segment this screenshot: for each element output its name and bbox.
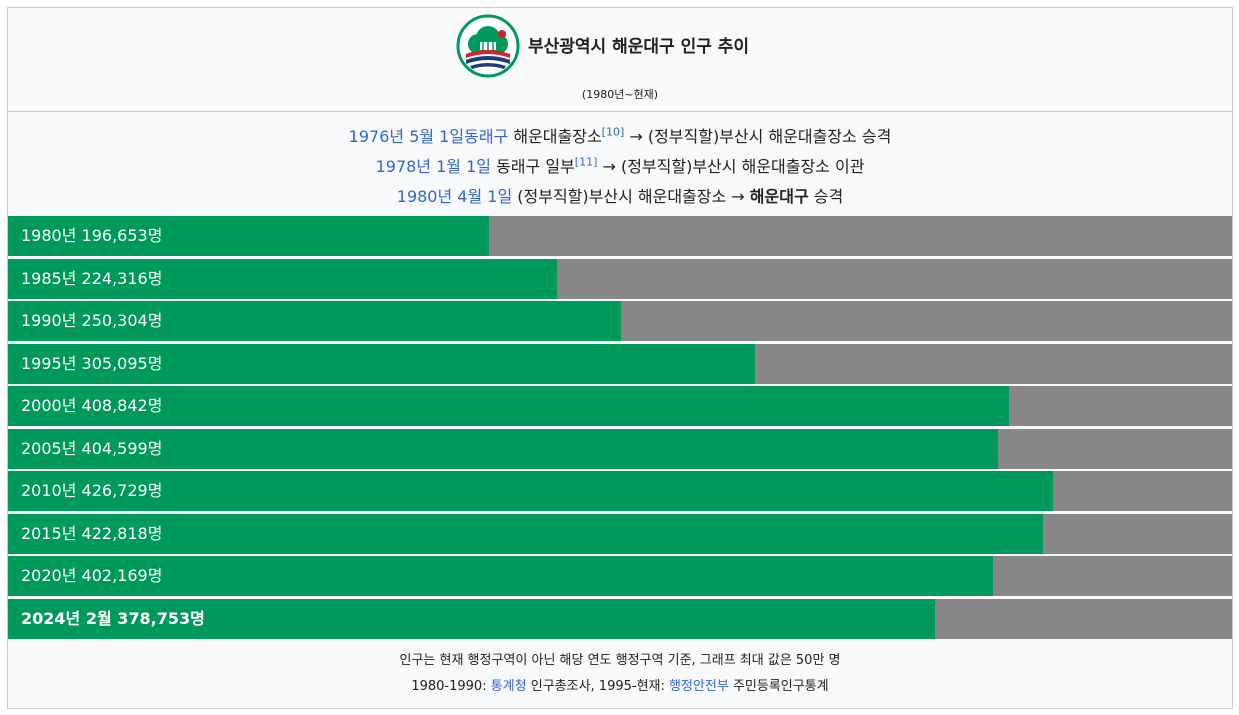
history-text: 동래구 일부 — [491, 157, 575, 176]
history-line: 1976년 5월 1일동래구 해운대출장소[10] → (정부직할)부산시 해운… — [8, 122, 1232, 152]
bar-row: 1990년 250,304명 — [8, 301, 1232, 341]
bar-label: 2000년 408,842명 — [21, 396, 163, 415]
bar — [8, 513, 1044, 554]
history-text: 승격 — [808, 187, 844, 206]
district-emblem-icon — [456, 14, 520, 78]
history-line: 1978년 1월 1일 동래구 일부[11] → (정부직할)부산시 해운대출장… — [8, 152, 1232, 182]
history-date-link[interactable]: 1978년 1월 1일 — [375, 157, 491, 176]
bar-label: 2015년 422,818명 — [21, 523, 163, 543]
bar-row: 1980년 196,653명 — [8, 216, 1232, 256]
bar-label: 1990년 250,304명 — [21, 311, 163, 330]
history-text: → (정부직할)부산시 해운대출장소 이관 — [597, 157, 865, 176]
bar-label: 2024년 2월 378,753명 — [21, 608, 205, 628]
bar-row: 2024년 2월 378,753명 — [8, 598, 1232, 639]
bar — [8, 343, 755, 384]
bar-label: 1995년 305,095명 — [21, 353, 163, 373]
footer-source: 1980-1990: 통계청 인구총조사, 1995-현재: 행정안전부 주민등… — [8, 674, 1232, 700]
bar — [8, 598, 936, 639]
bar — [8, 556, 993, 596]
bar-row: 2005년 404,599명 — [8, 428, 1232, 469]
chart-footer: 인구는 현재 행정구역이 아닌 해당 연도 행정구역 기준, 그래프 최대 값은… — [8, 648, 1232, 700]
history-link[interactable]: 동래구 — [464, 127, 509, 146]
bar-row: 1985년 224,316명 — [8, 258, 1232, 299]
chart-title: 부산광역시 해운대구 인구 추이 — [528, 37, 750, 57]
bar-row: 1995년 305,095명 — [8, 343, 1232, 384]
bar-row: 2000년 408,842명 — [8, 386, 1232, 426]
bar-chart: 1980년 196,653명 1985년 224,316명 1990년 250,30… — [8, 216, 1232, 641]
bar — [8, 258, 558, 299]
bar — [8, 471, 1053, 511]
history-text: 해운대출장소 — [508, 127, 602, 146]
history-notes: 1976년 5월 1일동래구 해운대출장소[10] → (정부직할)부산시 해운… — [8, 112, 1232, 216]
bar — [8, 216, 490, 256]
bar-label: 2005년 404,599명 — [21, 438, 163, 458]
history-text: (정부직할)부산시 해운대출장소 → — [512, 187, 750, 206]
citation-link[interactable]: [11] — [574, 155, 598, 169]
history-text: → (정부직할)부산시 해운대출장소 승격 — [624, 127, 892, 146]
bar — [8, 386, 1009, 426]
chart-subtitle: (1980년~현재) — [581, 88, 659, 101]
population-infobox: 부산광역시 해운대구 인구 추이 (1980년~현재) 1976년 5월 1일동… — [7, 7, 1233, 709]
bar — [8, 301, 621, 341]
bar-label: 2020년 402,169명 — [21, 566, 163, 585]
bar — [8, 428, 999, 469]
bar-row: 2020년 402,169명 — [8, 556, 1232, 596]
citation-link[interactable]: [10] — [601, 125, 625, 139]
history-line: 1980년 4월 1일 (정부직할)부산시 해운대출장소 → 해운대구 승격 — [8, 182, 1232, 212]
bar-label: 2010년 426,729명 — [21, 481, 163, 500]
bar-label: 1985년 224,316명 — [21, 268, 163, 288]
source-link-statistics-korea[interactable]: 통계청 — [490, 679, 527, 694]
bar-label: 1980년 196,653명 — [21, 226, 163, 245]
history-date-link[interactable]: 1980년 4월 1일 — [396, 187, 513, 206]
source-prefix: 1980-1990: — [411, 679, 491, 694]
history-date-link[interactable]: 1976년 5월 1일 — [348, 127, 465, 146]
source-mid: 인구총조사, 1995-현재: — [526, 679, 670, 694]
source-suffix: 주민등록인구통계 — [728, 679, 829, 694]
history-text: 해운대구 — [749, 187, 809, 206]
infobox-header: 부산광역시 해운대구 인구 추이 (1980년~현재) — [8, 8, 1232, 112]
footer-note: 인구는 현재 행정구역이 아닌 해당 연도 행정구역 기준, 그래프 최대 값은… — [399, 653, 841, 668]
bar-row: 2015년 422,818명 — [8, 513, 1232, 554]
source-link-ministry[interactable]: 행정안전부 — [669, 679, 729, 694]
bar-row: 2010년 426,729명 — [8, 471, 1232, 511]
